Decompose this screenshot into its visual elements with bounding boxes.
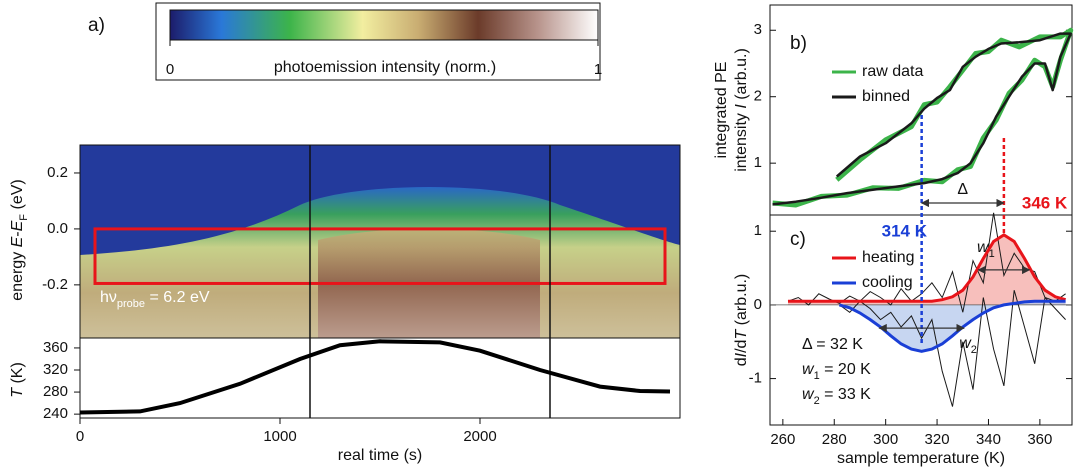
line [788, 233, 1067, 303]
panel-label: c) [790, 229, 806, 250]
line [772, 32, 1072, 206]
roi-box [93, 227, 667, 285]
result: Δ = 32 K [802, 336, 863, 353]
x-tick-label: 2000 [463, 428, 496, 445]
delta-label: Δ [957, 181, 968, 198]
x-tick-label: 0 [76, 428, 84, 445]
width-index: 2 [971, 344, 977, 356]
transition-label: 346 K [1022, 193, 1068, 212]
y-tick-label: 320 [43, 361, 68, 378]
legend-label: raw data [862, 63, 923, 80]
annotation: hνprobe = 6.2 eV [100, 289, 210, 310]
y-tick-label: 2 [754, 88, 762, 105]
area [787, 234, 1066, 305]
area [839, 301, 1066, 352]
line [839, 290, 1066, 407]
y-tick-label: 1 [754, 154, 762, 171]
width-index: 1 [989, 248, 995, 260]
x-tick-label: 1000 [263, 428, 296, 445]
panel-label: b) [790, 33, 807, 54]
c-axis-label: dI/dT (arb.u.) [733, 274, 750, 367]
width-label: w1 [977, 239, 995, 260]
result: w2 = 33 K [802, 386, 871, 407]
colorbar-tick-label: 0 [166, 61, 174, 78]
energy-axis-label: energy E-EF (eV) [9, 179, 30, 300]
line [838, 299, 1066, 353]
temperature-axis-label: T (K) [9, 362, 26, 398]
x-tick-label: 280 [822, 431, 847, 448]
y-tick-label: -1 [749, 370, 762, 387]
y-tick-label: 1 [754, 222, 762, 239]
y-tick-label: 0.0 [47, 220, 68, 237]
y-tick-label: 240 [43, 405, 68, 422]
x-tick-label: 260 [770, 431, 795, 448]
transition-label: 314 K [882, 221, 928, 240]
x-axis-label: real time (s) [338, 447, 422, 464]
x-axis-label: sample temperature (K) [837, 450, 1005, 467]
x-tick-label: 320 [925, 431, 950, 448]
width-symbol: w [959, 335, 972, 352]
y-tick-label: 0 [754, 296, 762, 313]
y-tick-label: 3 [754, 21, 762, 38]
b-axis-label: integrated PE [713, 62, 730, 159]
colorbar-tick-label: 1 [594, 61, 602, 78]
legend-label: binned [862, 88, 910, 105]
legend-label: cooling [862, 274, 913, 291]
colorbar-label: photoemission intensity (norm.) [274, 59, 496, 76]
x-tick-label: 360 [1027, 431, 1052, 448]
width-symbol: w [977, 239, 990, 256]
panel-label: a) [88, 15, 105, 36]
b-axis-label: intensity I (arb.u.) [733, 48, 750, 172]
colorbar-gradient [169, 9, 599, 41]
y-tick-label: 280 [43, 383, 68, 400]
width-label: w2 [959, 335, 977, 356]
x-tick-label: 340 [976, 431, 1001, 448]
x-tick-label: 300 [873, 431, 898, 448]
y-tick-label: 0.2 [47, 164, 68, 181]
temperature-line [79, 339, 671, 415]
y-tick-label: -0.2 [42, 276, 68, 293]
y-tick-label: 360 [43, 339, 68, 356]
legend-label: heating [862, 249, 915, 266]
frame-a [79, 144, 681, 419]
result: w1 = 20 K [802, 361, 871, 382]
